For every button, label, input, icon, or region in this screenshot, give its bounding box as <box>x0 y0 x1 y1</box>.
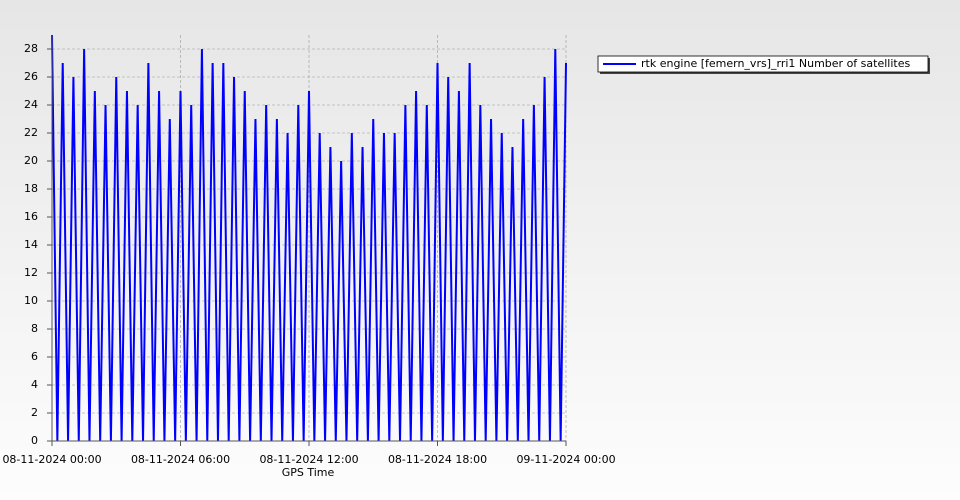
x-tick-label: 08-11-2024 00:00 <box>2 453 101 466</box>
y-tick-label: 14 <box>24 238 38 251</box>
y-tick-label: 18 <box>24 182 38 195</box>
x-tick-label: 08-11-2024 06:00 <box>131 453 230 466</box>
x-tick-label: 08-11-2024 12:00 <box>259 453 358 466</box>
y-tick-label: 10 <box>24 294 38 307</box>
legend-box <box>597 55 929 73</box>
y-tick-label: 2 <box>31 406 38 419</box>
x-tick-label: 09-11-2024 00:00 <box>516 453 615 466</box>
y-tick-label: 22 <box>24 126 38 139</box>
y-tick-label: 16 <box>24 210 38 223</box>
series-line <box>51 34 567 442</box>
y-tick-label: 8 <box>31 322 38 335</box>
y-tick-label: 6 <box>31 350 38 363</box>
y-tick-label: 12 <box>24 266 38 279</box>
y-tick-label: 24 <box>24 98 38 111</box>
y-tick-label: 20 <box>24 154 38 167</box>
y-tick-label: 26 <box>24 70 38 83</box>
y-tick-label: 28 <box>24 42 38 55</box>
y-tick-label: 4 <box>31 378 38 391</box>
legend-label: rtk engine [femern_vrs]_rri1 Number of s… <box>641 57 910 70</box>
y-tick-label: 0 <box>31 434 38 447</box>
x-axis-label: GPS Time <box>282 466 335 479</box>
x-tick-label: 08-11-2024 18:00 <box>388 453 487 466</box>
